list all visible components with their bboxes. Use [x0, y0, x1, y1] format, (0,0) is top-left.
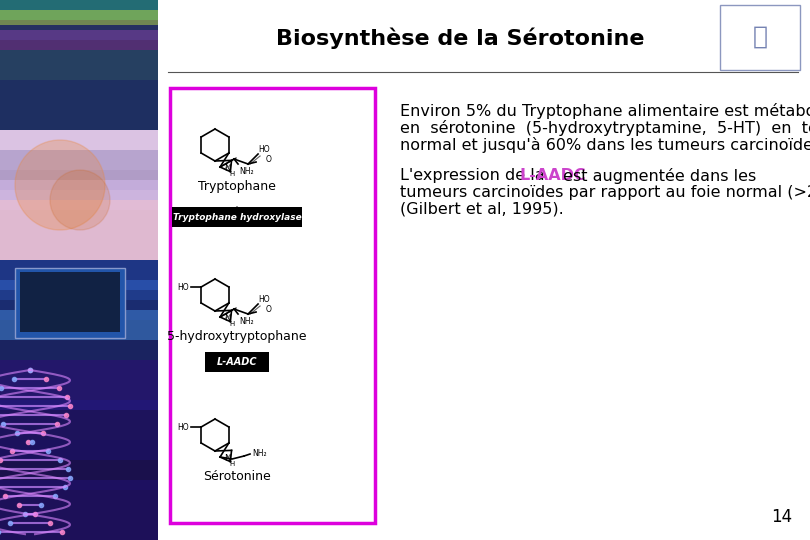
Text: en  sérotonine  (5-hydroxytryptamine,  5-HT)  en  temps: en sérotonine (5-hydroxytryptamine, 5-HT… [400, 120, 810, 136]
Text: Tryptophane hydroxylase: Tryptophane hydroxylase [173, 213, 301, 221]
Text: NH₂: NH₂ [239, 167, 254, 176]
Text: L-AADC: L-AADC [217, 357, 258, 367]
Text: O: O [266, 305, 272, 314]
Bar [0, 200, 158, 260]
Text: NH₂: NH₂ [239, 317, 254, 326]
Text: tumeurs carcinoïdes par rapport au foie normal (>20): tumeurs carcinoïdes par rapport au foie … [400, 185, 810, 200]
Text: HO: HO [258, 294, 270, 303]
Text: Tryptophane: Tryptophane [198, 180, 276, 193]
Bar [0, 0, 158, 40]
Bar [0, 440, 158, 490]
Bar [0, 150, 158, 190]
Bar [0, 400, 158, 460]
Text: est augmentée dans les: est augmentée dans les [557, 168, 756, 184]
Bar [0, 30, 158, 50]
Text: O: O [266, 154, 272, 164]
Text: H: H [229, 171, 235, 177]
Text: (Gilbert et al, 1995).: (Gilbert et al, 1995). [400, 202, 564, 217]
Bar [0, 130, 158, 260]
Circle shape [15, 140, 105, 230]
Bar [170, 88, 375, 523]
Bar [15, 268, 125, 338]
Bar [720, 5, 800, 70]
Bar [0, 360, 158, 540]
Text: 🏛: 🏛 [752, 25, 768, 49]
Text: H: H [229, 321, 235, 327]
Bar [0, 280, 158, 300]
Bar [0, 0, 158, 20]
Bar [20, 272, 120, 332]
Bar [0, 130, 158, 170]
Text: Sérotonine: Sérotonine [203, 470, 271, 483]
Text: H: H [229, 461, 235, 467]
Text: 5-hydroxytryptophane: 5-hydroxytryptophane [167, 330, 307, 343]
Bar [0, 260, 158, 360]
Text: L-AADC: L-AADC [520, 168, 586, 183]
Text: N: N [224, 314, 230, 323]
Text: Environ 5% du Tryptophane alimentaire est métabolisé: Environ 5% du Tryptophane alimentaire es… [400, 103, 810, 119]
Circle shape [50, 170, 110, 230]
Bar [0, 290, 158, 320]
Bar [0, 50, 158, 80]
Text: N: N [224, 454, 230, 463]
Text: normal et jusqu'à 60% dans les tumeurs carcinoïdes.: normal et jusqu'à 60% dans les tumeurs c… [400, 137, 810, 153]
Bar [0, 340, 158, 360]
Bar [0, 360, 158, 410]
Bar [0, 80, 158, 130]
Text: 14: 14 [771, 508, 792, 526]
Bar [172, 207, 302, 227]
Text: NH₂: NH₂ [252, 449, 266, 457]
Bar [0, 180, 158, 210]
Bar [0, 10, 158, 25]
Text: HO: HO [258, 145, 270, 153]
Bar [0, 260, 158, 290]
Bar [0, 0, 158, 130]
Text: HO: HO [177, 282, 190, 292]
Bar [0, 480, 158, 540]
Text: L'expression de la: L'expression de la [400, 168, 550, 183]
Text: HO: HO [177, 422, 190, 431]
Bar [0, 310, 158, 340]
Bar [158, 0, 810, 540]
Text: Biosynthèse de la Sérotonine: Biosynthèse de la Sérotonine [275, 27, 644, 49]
Text: N: N [224, 164, 230, 173]
Bar [205, 352, 269, 372]
